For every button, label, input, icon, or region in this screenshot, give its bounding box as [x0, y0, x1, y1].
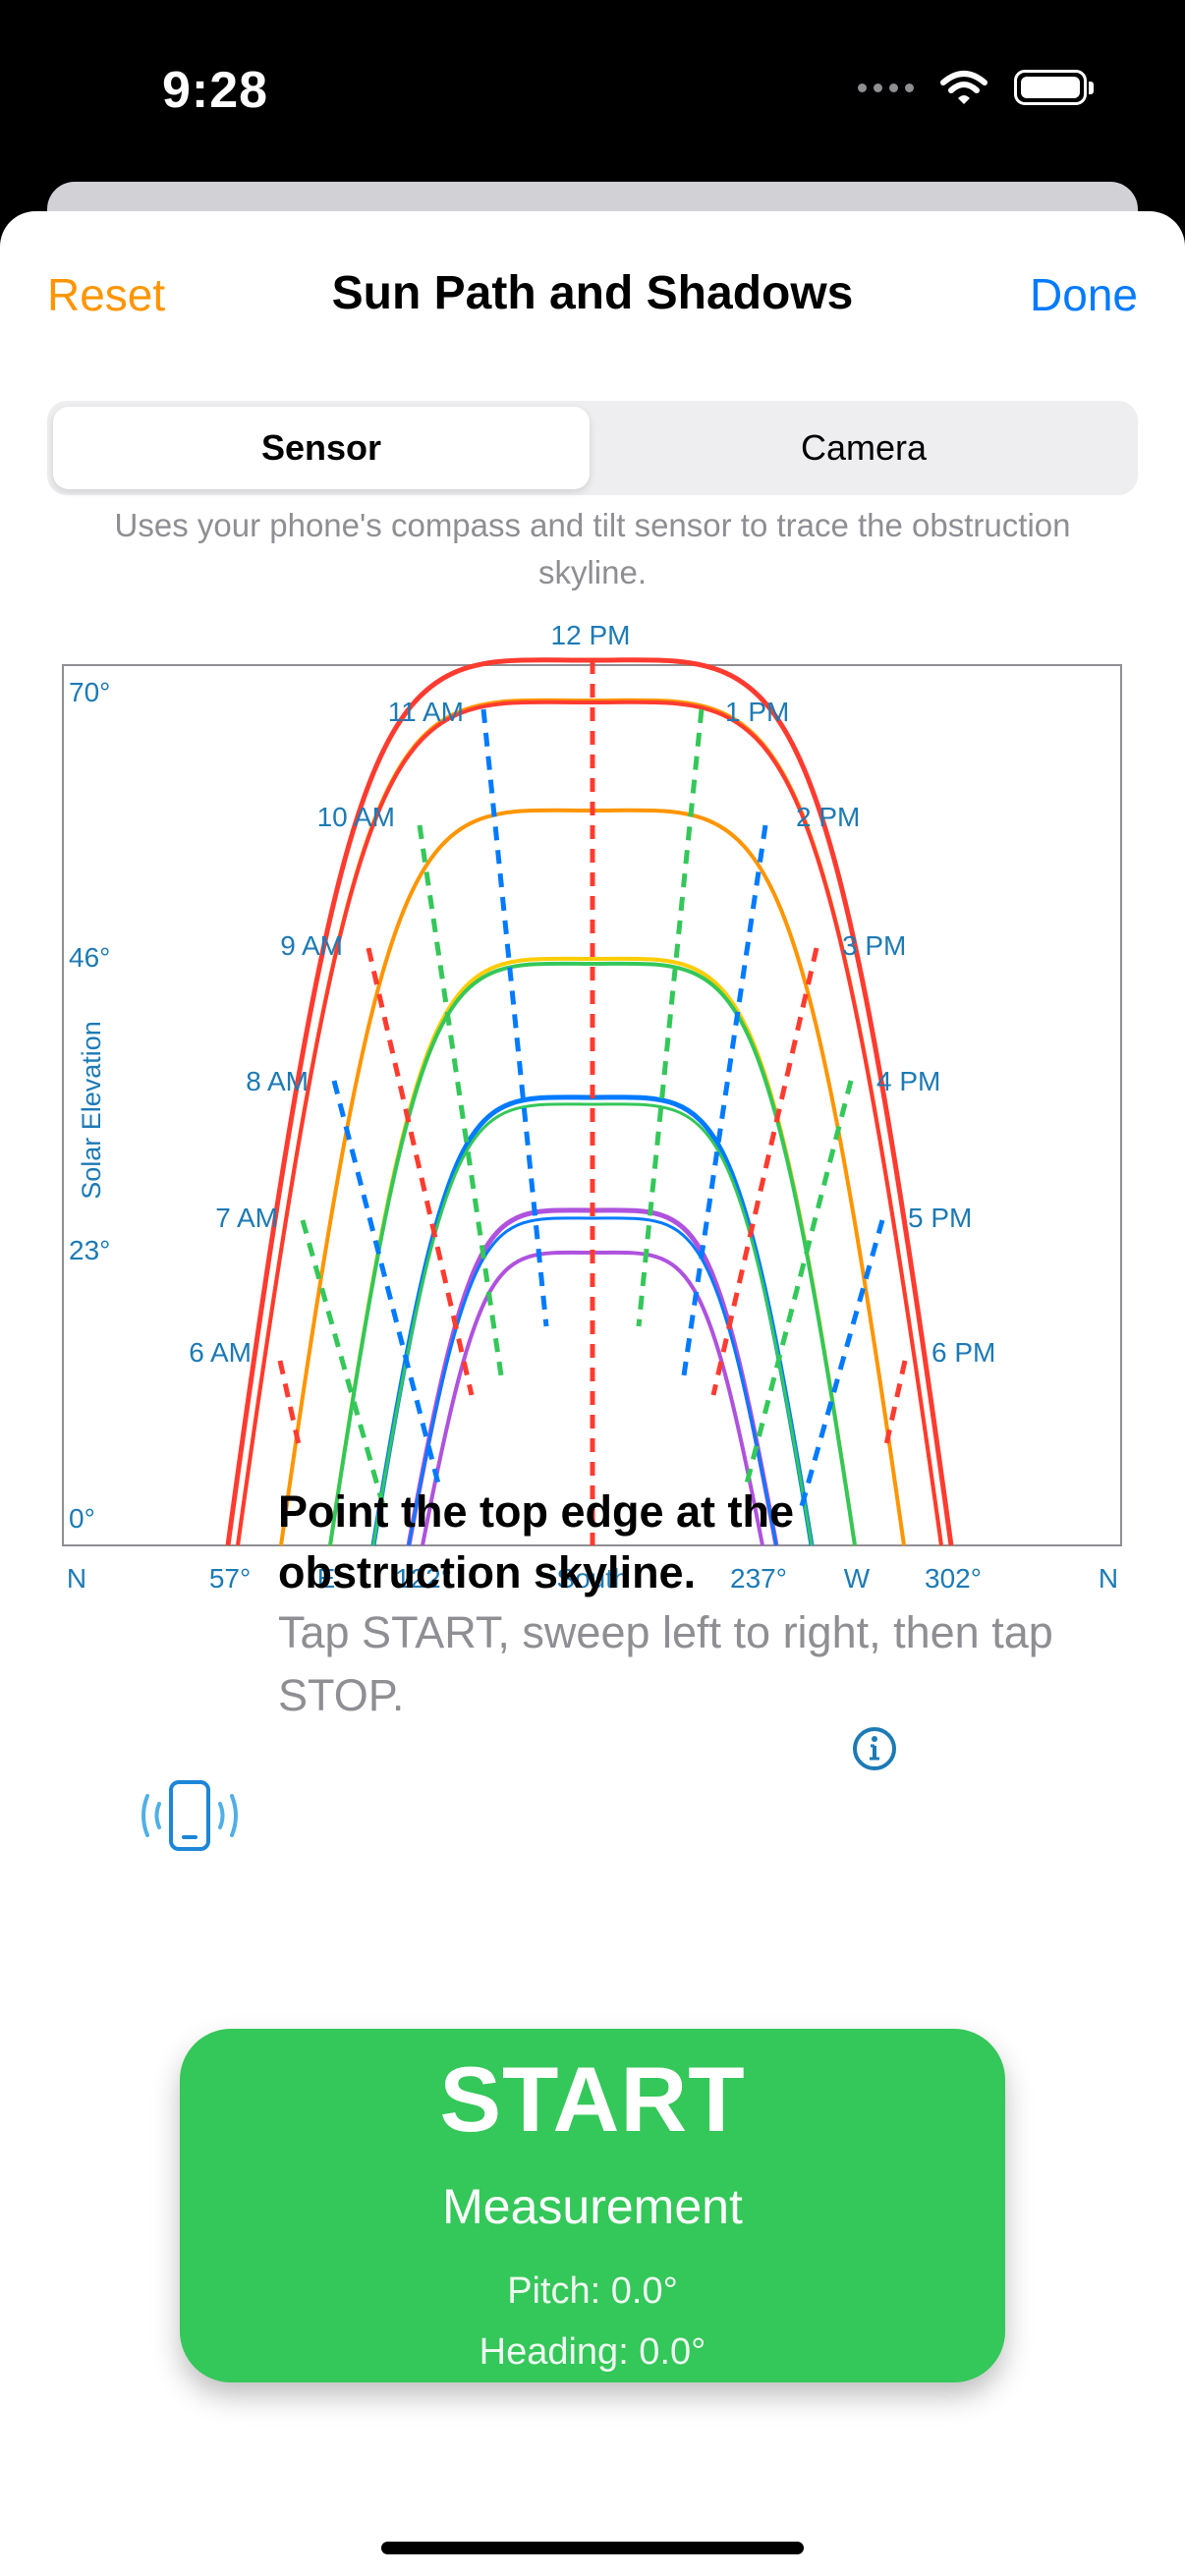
info-icon[interactable]: [851, 1725, 898, 1772]
hour-label: 11 AM: [388, 697, 464, 727]
phone-sweep-icon: [141, 1780, 238, 1851]
hour-line-7: [710, 947, 819, 1396]
status-bar: 9:28: [0, 0, 1185, 187]
start-measurement-button[interactable]: START Measurement Pitch: 0.0° Heading: 0…: [180, 2029, 1005, 2382]
sun-path-arc-1: [225, 657, 954, 1546]
hour-line-11: [797, 1219, 885, 1514]
hour-line-12: [277, 1360, 303, 1450]
x-tick-label: E: [317, 1563, 336, 1594]
hour-label: 9 AM: [280, 930, 343, 961]
cellular-signal-icon: [858, 83, 914, 92]
hour-line-13: [882, 1360, 908, 1450]
instruction-subtitle: Tap START, sweep left to right, then tap…: [278, 1607, 1053, 1720]
mode-segmented-control: Sensor Camera: [47, 401, 1138, 495]
nav-bar: Reset Sun Path and Shadows Done: [0, 211, 1185, 378]
hour-label: 3 PM: [842, 930, 906, 961]
x-tick-label: 122°: [395, 1563, 452, 1594]
y-tick-label: 70°: [69, 677, 110, 707]
hour-line-3: [636, 708, 705, 1327]
hour-label: 5 PM: [908, 1203, 972, 1233]
hour-label: 6 PM: [931, 1337, 995, 1368]
y-tick-label: 46°: [69, 942, 110, 973]
reset-button[interactable]: Reset: [47, 269, 166, 320]
hour-label: 1 PM: [725, 697, 789, 727]
done-button[interactable]: Done: [1030, 269, 1138, 320]
sun-path-arc-6: [328, 961, 857, 1546]
status-time: 9:28: [162, 62, 269, 119]
heading-readout: Heading: 0.0°: [479, 2331, 706, 2373]
hour-label: 4 PM: [876, 1066, 940, 1096]
measurement-label: Measurement: [442, 2179, 743, 2234]
hour-label: 2 PM: [796, 802, 860, 832]
page-title: Sun Path and Shadows: [331, 267, 854, 319]
hour-label: 6 AM: [189, 1337, 252, 1368]
x-tick-label: 237°: [730, 1563, 787, 1594]
x-tick-label: N: [67, 1563, 86, 1594]
y-tick-label: 0°: [69, 1503, 95, 1534]
sun-path-arc-3: [236, 700, 943, 1546]
hour-line-10: [300, 1219, 388, 1514]
hour-label: 12 PM: [551, 620, 631, 650]
pitch-readout: Pitch: 0.0°: [507, 2270, 678, 2312]
sun-path-chart: 70° 46° 23° 0° Solar Elevation N 57° E 122° South…: [62, 620, 1122, 1594]
segment-sensor[interactable]: Sensor: [53, 407, 590, 489]
segment-camera[interactable]: Camera: [800, 427, 928, 468]
instruction-title: Point the top edge at the obstruction sk…: [278, 1486, 794, 1597]
segment-description: Uses your phone's compass and tilt senso…: [114, 507, 1071, 590]
status-icons: [858, 69, 1094, 106]
x-tick-label: N: [1099, 1563, 1118, 1594]
start-label: START: [439, 2047, 746, 2151]
hour-line-2: [480, 708, 549, 1327]
x-tick-label: 302°: [925, 1563, 982, 1594]
x-tick-label: W: [844, 1563, 871, 1594]
y-axis-label: Solar Elevation: [77, 1021, 106, 1200]
x-tick-label: South: [556, 1563, 628, 1594]
home-indicator: [381, 2542, 804, 2554]
battery-icon: [1014, 70, 1094, 105]
sun-path-arc-10: [407, 1216, 778, 1546]
hour-label: 10 AM: [317, 802, 395, 832]
x-tick-label: 57°: [209, 1563, 251, 1594]
hour-line-6: [366, 947, 475, 1396]
y-tick-label: 23°: [69, 1235, 110, 1265]
hour-label: 7 AM: [215, 1203, 278, 1233]
hour-label: 8 AM: [246, 1066, 309, 1096]
wifi-icon: [940, 71, 988, 104]
